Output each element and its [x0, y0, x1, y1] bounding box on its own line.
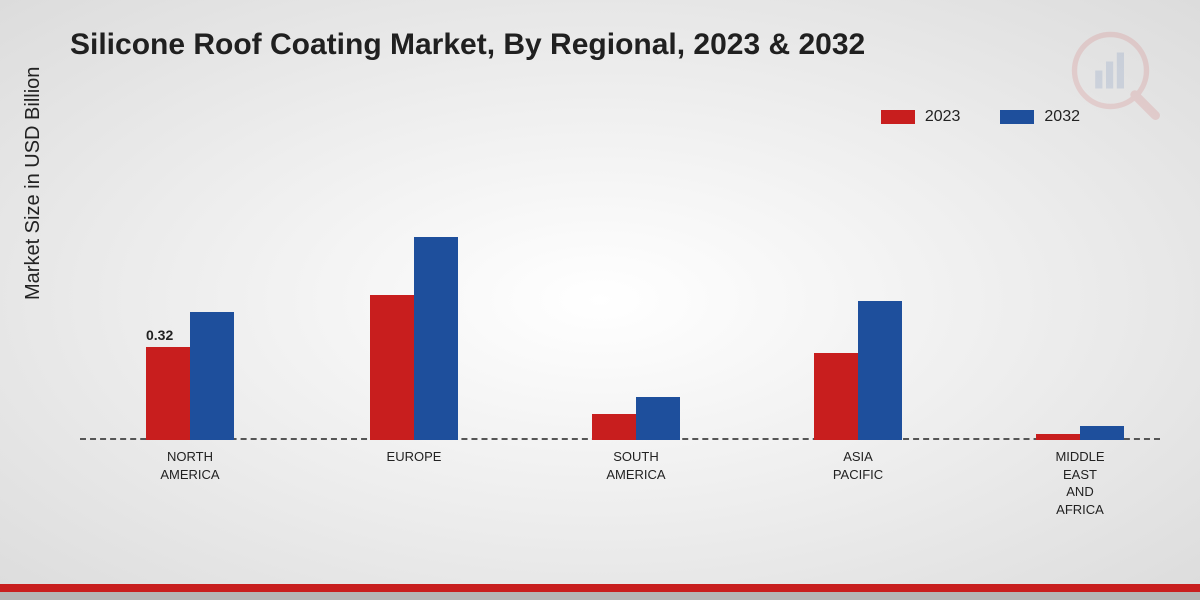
- bar-2023-sa: [592, 414, 636, 440]
- footer-grey-stripe: [0, 592, 1200, 600]
- bar-group-eu: [354, 237, 474, 440]
- bar-2023-eu: [370, 295, 414, 440]
- legend-label-2032: 2032: [1044, 108, 1080, 126]
- plot-area: 0.32: [80, 150, 1160, 440]
- watermark-logo-icon: [1070, 30, 1160, 120]
- bar-2023-mea: [1036, 434, 1080, 440]
- y-axis-label: Market Size in USD Billion: [22, 67, 45, 300]
- bar-2032-mea: [1080, 426, 1124, 441]
- legend-swatch-2023: [881, 110, 915, 124]
- footer-accent: [0, 584, 1200, 600]
- bar-group-ap: [798, 301, 918, 440]
- legend-swatch-2032: [1000, 110, 1034, 124]
- bar-2023-ap: [814, 353, 858, 440]
- bar-group-sa: [576, 397, 696, 441]
- bar-group-mea: [1020, 426, 1140, 441]
- chart-title: Silicone Roof Coating Market, By Regiona…: [70, 28, 865, 62]
- footer-red-stripe: [0, 584, 1200, 592]
- x-label-ap: ASIA PACIFIC: [798, 448, 918, 483]
- legend-item-2032: 2032: [1000, 108, 1080, 126]
- bar-2032-na: [190, 312, 234, 440]
- legend-item-2023: 2023: [881, 108, 961, 126]
- x-label-na: NORTH AMERICA: [130, 448, 250, 483]
- chart-canvas: Silicone Roof Coating Market, By Regiona…: [0, 0, 1200, 600]
- x-label-eu: EUROPE: [354, 448, 474, 466]
- bar-2032-ap: [858, 301, 902, 440]
- x-axis-labels: NORTH AMERICA EUROPE SOUTH AMERICA ASIA PAC…: [80, 448, 1160, 528]
- bar-2032-sa: [636, 397, 680, 441]
- legend-label-2023: 2023: [925, 108, 961, 126]
- bar-2023-na: [146, 347, 190, 440]
- x-label-mea: MIDDLE EAST AND AFRICA: [1020, 448, 1140, 518]
- x-label-sa: SOUTH AMERICA: [576, 448, 696, 483]
- bar-value-label-na: 0.32: [146, 327, 173, 343]
- bar-group-na: 0.32: [130, 312, 250, 440]
- legend: 2023 2032: [881, 108, 1080, 126]
- bar-2032-eu: [414, 237, 458, 440]
